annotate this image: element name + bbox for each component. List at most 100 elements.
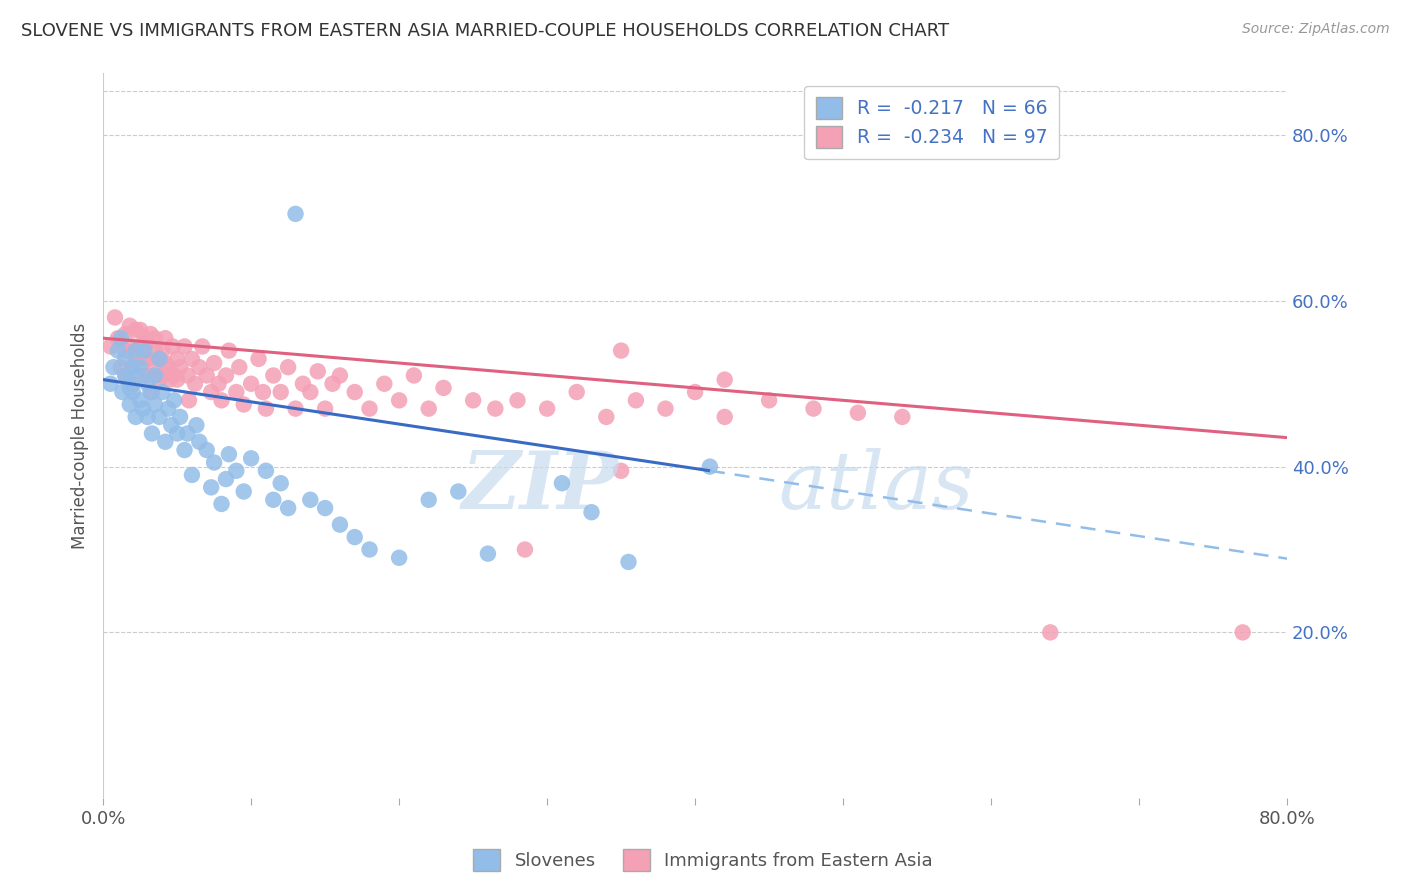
Point [207, 376, 229, 391]
Point [148, 351, 170, 366]
Point [188, 434, 211, 449]
Point [432, 381, 454, 395]
Point [581, 505, 603, 519]
Point [225, 385, 247, 400]
Point [343, 530, 366, 544]
Point [291, 376, 314, 391]
Point [177, 393, 200, 408]
Point [240, 376, 263, 391]
Point [624, 393, 647, 408]
Point [143, 360, 166, 375]
Point [184, 376, 207, 391]
Point [103, 360, 125, 375]
Point [713, 409, 735, 424]
Point [215, 472, 238, 486]
Point [107, 331, 129, 345]
Point [114, 343, 136, 358]
Point [128, 368, 150, 383]
Point [148, 373, 170, 387]
Legend: R =  -0.217   N = 66, R =  -0.234   N = 97: R = -0.217 N = 66, R = -0.234 N = 97 [804, 86, 1059, 160]
Point [314, 401, 336, 416]
Point [141, 385, 163, 400]
Point [202, 356, 225, 370]
Point [418, 492, 440, 507]
Point [447, 484, 470, 499]
Point [254, 464, 277, 478]
Point [359, 542, 381, 557]
Point [136, 351, 159, 366]
Point [155, 331, 177, 345]
Point [118, 381, 141, 395]
Point [254, 401, 277, 416]
Point [143, 397, 166, 411]
Point [110, 360, 132, 375]
Point [150, 368, 173, 383]
Point [252, 385, 274, 400]
Point [232, 484, 254, 499]
Point [1232, 625, 1254, 640]
Point [270, 385, 292, 400]
Point [173, 339, 195, 353]
Point [418, 401, 440, 416]
Point [202, 455, 225, 469]
Point [129, 360, 152, 375]
Point [150, 343, 173, 358]
Point [299, 492, 322, 507]
Point [169, 360, 191, 375]
Point [121, 360, 143, 375]
Point [200, 385, 222, 400]
Point [891, 409, 914, 424]
Point [595, 409, 617, 424]
Point [157, 401, 180, 416]
Point [136, 376, 159, 391]
Point [132, 401, 155, 416]
Point [104, 310, 127, 325]
Point [461, 393, 484, 408]
Point [284, 207, 307, 221]
Point [107, 343, 129, 358]
Point [191, 339, 214, 353]
Point [155, 356, 177, 370]
Text: ZIP: ZIP [461, 448, 619, 525]
Point [551, 476, 574, 491]
Point [111, 385, 134, 400]
Point [610, 464, 633, 478]
Point [143, 368, 166, 383]
Point [169, 409, 191, 424]
Point [388, 393, 411, 408]
Point [134, 331, 156, 345]
Point [225, 464, 247, 478]
Point [166, 351, 188, 366]
Point [322, 376, 344, 391]
Point [162, 339, 184, 353]
Point [617, 555, 640, 569]
Point [329, 368, 352, 383]
Point [139, 385, 162, 400]
Point [157, 360, 180, 375]
Point [758, 393, 780, 408]
Point [181, 467, 204, 482]
Point [132, 351, 155, 366]
Text: Source: ZipAtlas.com: Source: ZipAtlas.com [1241, 22, 1389, 37]
Point [118, 318, 141, 333]
Point [129, 323, 152, 337]
Point [329, 517, 352, 532]
Point [654, 401, 676, 416]
Point [388, 550, 411, 565]
Point [143, 331, 166, 345]
Point [141, 426, 163, 441]
Point [155, 434, 177, 449]
Point [125, 323, 148, 337]
Point [314, 501, 336, 516]
Point [262, 492, 284, 507]
Point [277, 501, 299, 516]
Point [195, 368, 218, 383]
Point [343, 385, 366, 400]
Point [713, 373, 735, 387]
Point [136, 409, 159, 424]
Point [150, 385, 173, 400]
Point [240, 451, 263, 466]
Point [159, 373, 181, 387]
Point [163, 368, 186, 383]
Point [215, 368, 238, 383]
